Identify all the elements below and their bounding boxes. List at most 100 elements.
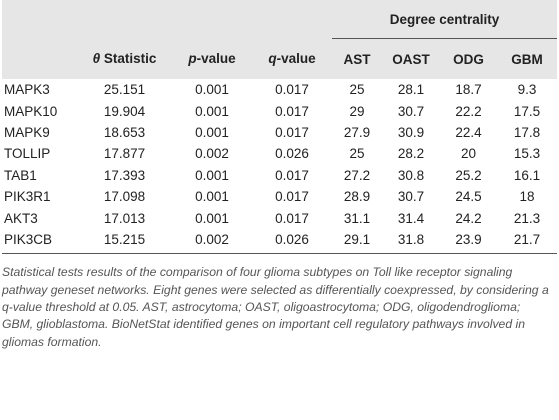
value-cell: 25.2: [455, 167, 482, 183]
table-row: AKT3 17.013 0.001 0.017 31.1 31.4 24.2 21.3: [2, 207, 557, 228]
table-body: MAPK3 25.151 0.001 0.017 25 28.1 18.7 9.3 MAPK10…: [2, 79, 557, 255]
value-cell: 23.9: [440, 228, 497, 255]
value-cell: 0.001: [195, 82, 229, 98]
gene-cell: TOLLIP: [4, 146, 51, 162]
value-cell: 16.1: [513, 167, 541, 183]
value-cell: 15.3: [513, 146, 541, 162]
value-cell: 25: [349, 146, 365, 162]
header-text: Statistic: [100, 51, 157, 67]
value-cell: 27.2: [343, 167, 371, 183]
column-header: GBM: [497, 39, 557, 80]
table-row: MAPK3 25.151 0.001 0.017 25 28.1 18.7 9.3: [2, 79, 557, 100]
table-row: TOLLIP 17.877 0.002 0.026 25 28.2 20 15.3: [2, 143, 557, 164]
value-cell: 21.3: [513, 210, 541, 226]
column-header: AST: [332, 39, 382, 80]
value-cell: 30.7: [397, 189, 425, 205]
header-text: GBM: [511, 51, 543, 67]
value-cell: 0.017: [275, 103, 309, 119]
value-cell: 21.7: [497, 228, 557, 255]
gene-cell: PIK3CB: [2, 228, 77, 255]
group-title: Degree centrality: [389, 11, 500, 27]
header-text: -value: [196, 51, 236, 67]
gene-cell: AKT3: [4, 210, 38, 226]
header-text: ODG: [453, 51, 484, 67]
column-header: OAST: [382, 39, 440, 80]
value-cell: 0.017: [275, 167, 309, 183]
value-cell: 0.001: [195, 103, 229, 119]
column-header: θ Statistic: [77, 39, 172, 80]
value-cell: 30.8: [397, 167, 425, 183]
value-cell: 0.017: [275, 189, 309, 205]
column-header: q-value: [252, 39, 332, 80]
gene-cell: MAPK9: [4, 124, 50, 140]
value-cell: 18.653: [103, 124, 146, 140]
gene-cell: PIK3R1: [4, 189, 51, 205]
value-cell: 0.017: [275, 210, 309, 226]
value-cell: 17.393: [103, 167, 146, 183]
column-header: [2, 39, 77, 80]
value-cell: 0.002: [172, 228, 252, 255]
value-cell: 28.2: [397, 146, 425, 162]
header-text: θ: [92, 51, 101, 67]
value-cell: 31.1: [343, 210, 371, 226]
value-cell: 24.2: [455, 210, 482, 226]
table-row: MAPK9 18.653 0.001 0.017 27.9 30.9 22.4 17.8: [2, 122, 557, 143]
value-cell: 28.1: [397, 82, 425, 98]
table-row: PIK3CB 15.215 0.002 0.026 29.1 31.8 23.9 21.7: [2, 228, 557, 255]
value-cell: 0.001: [195, 210, 229, 226]
header-text: -value: [276, 51, 316, 67]
header-text: q: [268, 51, 277, 67]
value-cell: 28.9: [343, 189, 371, 205]
header-text: OAST: [392, 51, 430, 67]
value-cell: 18: [519, 189, 535, 205]
header-text: AST: [343, 51, 371, 67]
value-cell: 0.002: [195, 146, 229, 162]
value-cell: 17.098: [103, 189, 146, 205]
value-cell: 15.215: [77, 228, 172, 255]
value-cell: 0.001: [195, 167, 229, 183]
value-cell: 18.7: [455, 82, 482, 98]
column-header: ODG: [440, 39, 497, 80]
value-cell: 30.7: [397, 103, 425, 119]
value-cell: 29.1: [332, 228, 382, 255]
blank: [2, 0, 332, 39]
results-table: Degree centrality θ Statistic p-value q-va…: [2, 0, 557, 255]
value-cell: 20: [460, 146, 477, 162]
value-cell: 17.877: [103, 146, 146, 162]
table-row: TAB1 17.393 0.001 0.017 27.2 30.8 25.2 16.1: [2, 165, 557, 186]
value-cell: 27.9: [343, 124, 371, 140]
value-cell: 0.026: [275, 146, 309, 162]
value-cell: 31.4: [397, 210, 425, 226]
gene-cell: MAPK3: [4, 82, 50, 98]
gene-cell: TAB1: [4, 167, 37, 183]
column-header: p-value: [172, 39, 252, 80]
value-cell: 25.151: [103, 82, 146, 98]
caption: Statistical tests results of the compari…: [2, 265, 549, 349]
gene-cell: MAPK10: [4, 103, 58, 119]
value-cell: 22.2: [455, 103, 482, 119]
value-cell: 0.026: [252, 228, 332, 255]
value-cell: 0.017: [275, 124, 309, 140]
value-cell: 9.3: [517, 82, 537, 98]
value-cell: 22.4: [455, 124, 482, 140]
value-cell: 25: [349, 82, 365, 98]
table-row: PIK3R1 17.098 0.001 0.017 28.9 30.7 24.5 18: [2, 186, 557, 207]
value-cell: 17.5: [513, 103, 541, 119]
column-header-row: θ Statistic p-value q-value AST OAST ODG GBM: [2, 38, 557, 80]
group-header-row: Degree centrality: [2, 0, 557, 39]
value-cell: 0.001: [195, 189, 229, 205]
value-cell: 29: [349, 103, 365, 119]
header-text: p: [188, 51, 197, 67]
group-header: Degree centrality: [332, 0, 557, 39]
value-cell: 19.904: [103, 103, 146, 119]
table-header: Degree centrality θ Statistic p-value q-va…: [2, 0, 557, 79]
value-cell: 30.9: [397, 124, 425, 140]
table-row: MAPK10 19.904 0.001 0.017 29 30.7 22.2 17.5: [2, 100, 557, 121]
value-cell: 0.001: [195, 124, 229, 140]
value-cell: 17.013: [103, 210, 146, 226]
value-cell: 31.8: [382, 228, 440, 255]
value-cell: 24.5: [455, 189, 482, 205]
value-cell: 0.017: [275, 82, 309, 98]
value-cell: 17.8: [513, 124, 541, 140]
